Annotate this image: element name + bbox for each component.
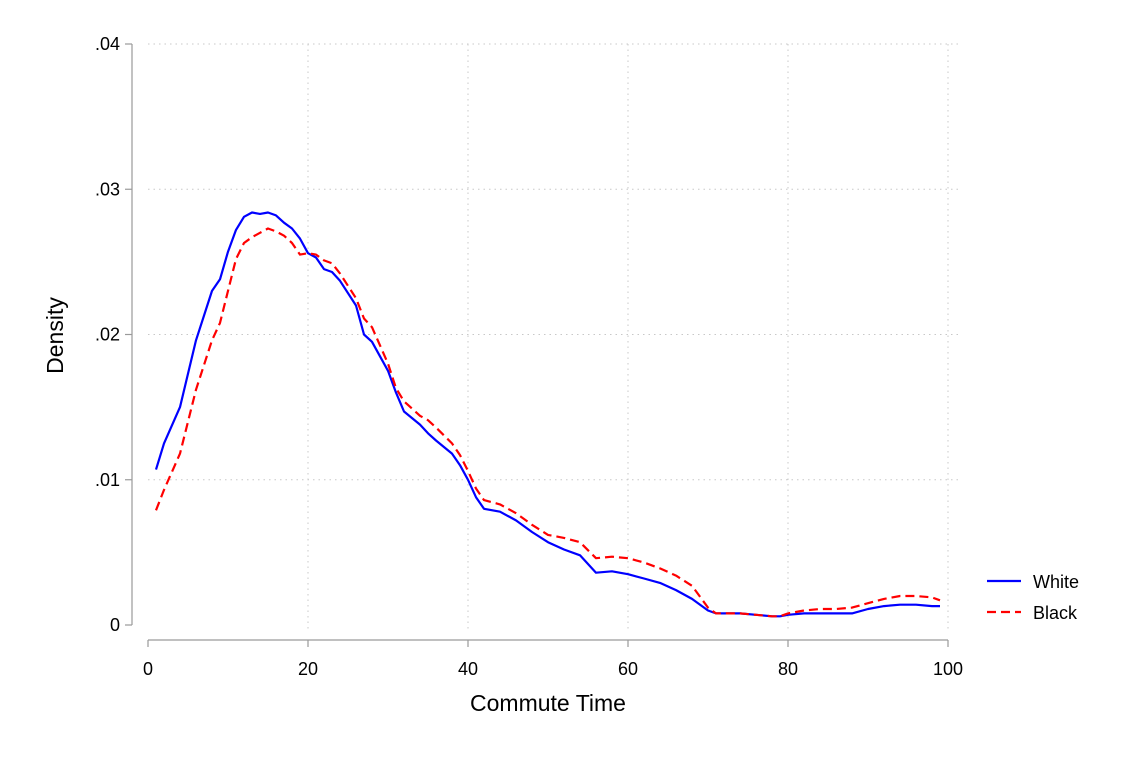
series-line-white: [154, 211, 940, 618]
gridlines: [148, 43, 962, 629]
y-tick-label: 0: [110, 615, 120, 635]
y-tick-label: .03: [95, 179, 120, 199]
axes: [131, 44, 948, 641]
x-tick-label: 80: [778, 659, 798, 679]
series-lines: [154, 211, 941, 618]
y-axis-title: Density: [42, 297, 68, 374]
x-axis-title: Commute Time: [470, 690, 626, 716]
y-tick-label: .04: [95, 34, 120, 54]
y-axis-ticks: 0 .01 .02 .03 .04: [95, 34, 132, 635]
x-tick-label: 40: [458, 659, 478, 679]
y-tick-label: .01: [95, 470, 120, 490]
x-tick-label: 0: [143, 659, 153, 679]
legend-label: Black: [1033, 603, 1078, 623]
y-tick-label: .02: [95, 325, 120, 345]
x-tick-label: 60: [618, 659, 638, 679]
legend-label: White: [1033, 572, 1079, 592]
series-line-black: [154, 227, 941, 618]
legend: White Black: [987, 572, 1079, 623]
x-axis-ticks: 0 20 40 60 80 100: [143, 640, 963, 679]
x-tick-label: 20: [298, 659, 318, 679]
x-tick-label: 100: [933, 659, 963, 679]
legend-entry-white: White: [987, 572, 1079, 592]
legend-entry-black: Black: [987, 603, 1078, 623]
